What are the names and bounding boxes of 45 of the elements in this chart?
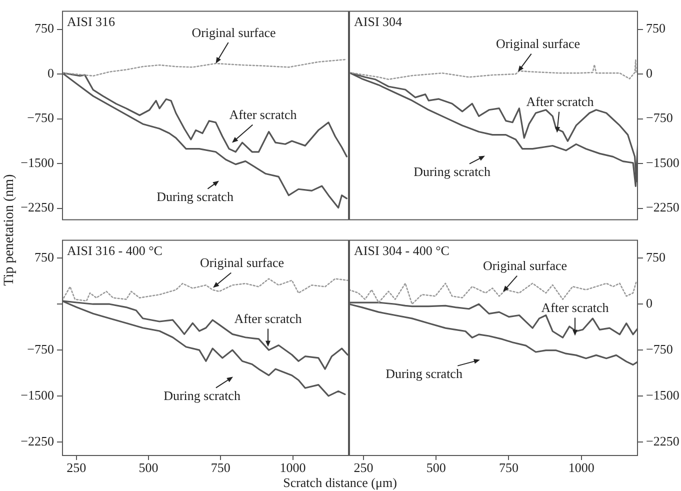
y-tick-label: 0: [48, 65, 54, 80]
y-tick-label: −750: [646, 341, 673, 356]
annotation: During scratch: [414, 164, 491, 180]
annotation: During scratch: [164, 388, 241, 404]
y-tick-label: 750: [646, 20, 666, 36]
chart-title: AISI 316 - 400 °C: [67, 242, 162, 258]
y-tick-label: −1500: [20, 387, 54, 402]
y-tick-label: 750: [34, 250, 54, 265]
y-tick-label: −2250: [646, 433, 680, 448]
x-tick-label: 750: [210, 460, 230, 476]
annotation: During scratch: [156, 189, 234, 204]
chart-title: AISI 304 - 400 °C: [354, 242, 450, 258]
y-tick-label: −750: [27, 110, 54, 126]
y-tick-label: −2250: [20, 200, 54, 215]
x-tick-label: 750: [499, 460, 518, 476]
x-axis-title: Scratch distance (μm): [283, 475, 397, 491]
annotation: Original surface: [482, 258, 568, 274]
chart-title: AISI 304: [354, 14, 403, 29]
x-tick-label: 500: [426, 460, 446, 476]
annotation: Original surface: [496, 36, 580, 52]
y-tick-label: −750: [646, 110, 673, 126]
annotation: After scratch: [234, 311, 302, 326]
annotation: After scratch: [229, 107, 298, 122]
y-tick-label: −1500: [20, 154, 54, 170]
x-tick-label: 250: [66, 460, 86, 476]
y-tick-label: 0: [646, 296, 652, 311]
y-tick-label: −1500: [646, 154, 680, 170]
annotation: During scratch: [386, 366, 463, 382]
annotation: After scratch: [526, 94, 594, 110]
y-tick-label: −1500: [646, 387, 680, 402]
annotation: After scratch: [541, 300, 610, 316]
annotation: Original surface: [200, 255, 284, 270]
chart-title: AISI 316: [67, 14, 116, 29]
x-tick-label: 250: [354, 460, 374, 476]
y-tick-label: −2250: [20, 433, 54, 448]
y-tick-label: −750: [27, 341, 54, 356]
annotation: Original surface: [192, 24, 276, 40]
y-tick-label: 750: [646, 250, 666, 265]
x-tick-label: 1000: [568, 460, 594, 476]
y-tick-label: −2250: [646, 200, 680, 215]
x-tick-label: 500: [138, 460, 158, 476]
y-axis-title: Tip penetation (nm): [2, 174, 18, 286]
x-tick-label: 1000: [280, 460, 306, 476]
y-tick-label: 0: [646, 65, 652, 80]
y-tick-label: 750: [34, 20, 54, 36]
